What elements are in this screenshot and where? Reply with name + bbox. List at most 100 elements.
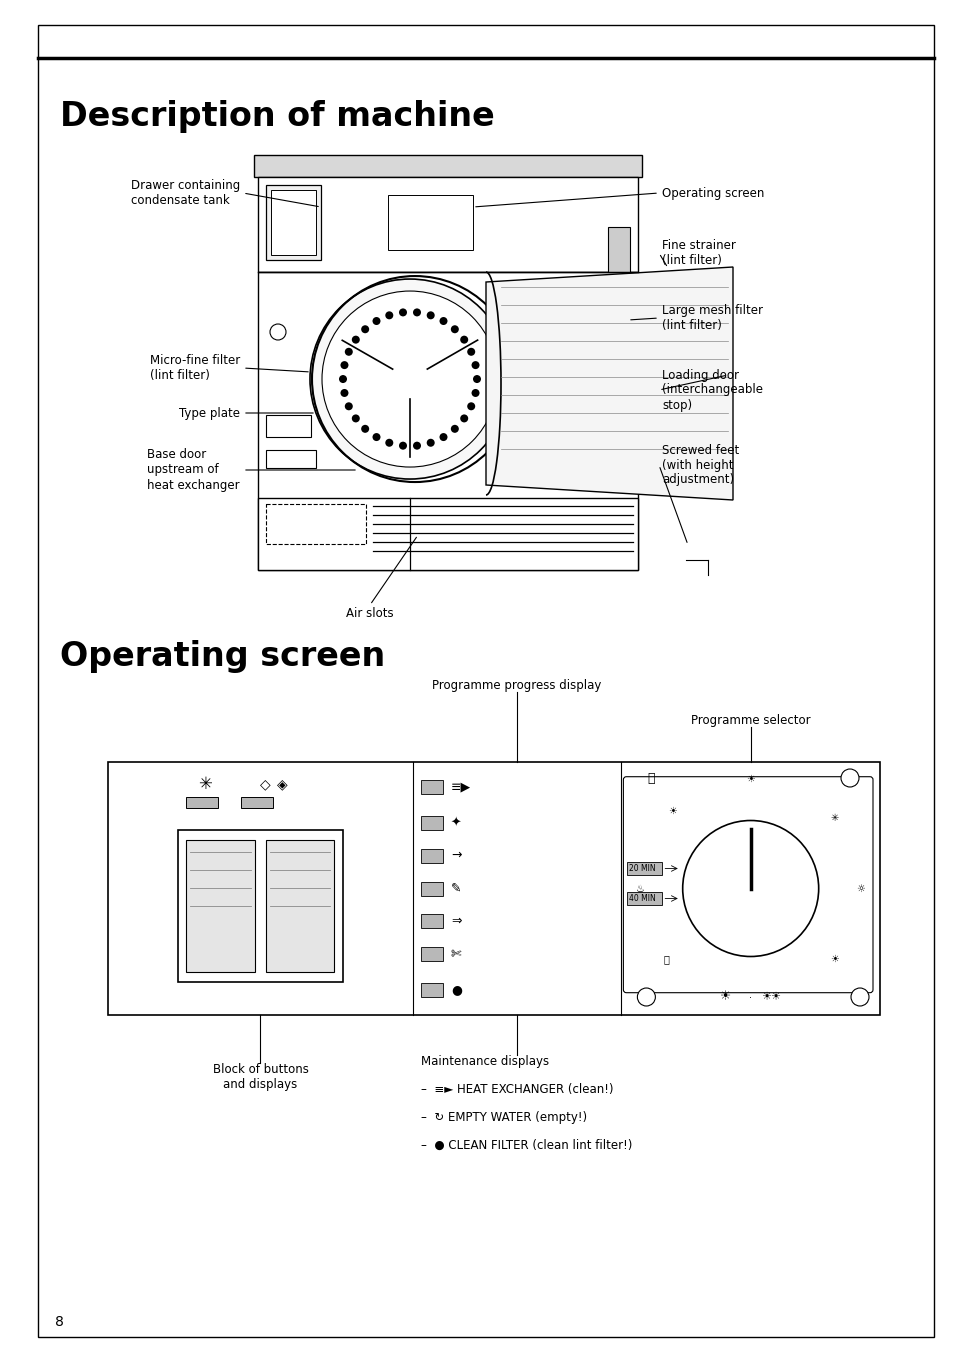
Circle shape xyxy=(459,335,468,343)
Text: Air slots: Air slots xyxy=(346,607,394,621)
Bar xyxy=(186,841,254,972)
Circle shape xyxy=(459,415,468,422)
Text: ◈: ◈ xyxy=(277,777,288,791)
Text: Operating screen: Operating screen xyxy=(661,187,763,200)
Circle shape xyxy=(682,821,818,956)
Text: Programme progress display: Programme progress display xyxy=(432,679,601,692)
Bar xyxy=(271,191,315,256)
Circle shape xyxy=(451,425,458,433)
Circle shape xyxy=(361,326,369,333)
Bar xyxy=(257,272,638,571)
Text: ✦: ✦ xyxy=(451,817,461,829)
Bar xyxy=(178,830,343,982)
Circle shape xyxy=(473,375,480,383)
Bar xyxy=(420,780,442,794)
Text: 40 MIN: 40 MIN xyxy=(629,894,656,903)
Text: ☀: ☀ xyxy=(745,773,754,784)
Text: –  ≡► HEAT EXCHANGER (clean!): – ≡► HEAT EXCHANGER (clean!) xyxy=(420,1083,613,1096)
Circle shape xyxy=(426,311,435,319)
Circle shape xyxy=(338,375,347,383)
Text: ☀: ☀ xyxy=(720,991,731,1003)
Text: Programme selector: Programme selector xyxy=(690,714,810,727)
Bar xyxy=(266,185,320,260)
Circle shape xyxy=(385,439,393,446)
Circle shape xyxy=(413,442,420,450)
Text: ✄: ✄ xyxy=(451,948,461,961)
Circle shape xyxy=(471,361,479,369)
Circle shape xyxy=(344,347,353,356)
Text: Type plate: Type plate xyxy=(179,407,240,419)
Circle shape xyxy=(439,433,447,441)
Bar xyxy=(627,861,661,875)
Text: Drawer containing
condensate tank: Drawer containing condensate tank xyxy=(131,178,240,207)
Polygon shape xyxy=(485,266,732,500)
Circle shape xyxy=(340,389,348,397)
Text: ◇: ◇ xyxy=(260,777,271,791)
Text: Fine strainer
(lint filter): Fine strainer (lint filter) xyxy=(661,239,735,266)
Bar xyxy=(108,763,879,1015)
Bar xyxy=(388,195,473,250)
Bar xyxy=(420,882,442,895)
Text: →: → xyxy=(451,849,461,863)
Text: Loading door
(interchangeable
stop): Loading door (interchangeable stop) xyxy=(661,369,762,411)
Bar xyxy=(420,983,442,996)
Circle shape xyxy=(841,769,858,787)
Text: 8: 8 xyxy=(55,1315,64,1329)
Circle shape xyxy=(398,442,407,450)
Circle shape xyxy=(270,324,286,339)
Circle shape xyxy=(372,316,380,324)
Text: ⇒: ⇒ xyxy=(451,915,461,927)
Text: Description of machine: Description of machine xyxy=(60,100,495,132)
Text: Screwed feet
(with height
adjustment): Screwed feet (with height adjustment) xyxy=(661,443,739,487)
Text: ✳: ✳ xyxy=(830,813,838,823)
Circle shape xyxy=(352,335,359,343)
Bar xyxy=(253,155,641,177)
Text: ☼: ☼ xyxy=(856,883,864,894)
Text: Block of buttons
and displays: Block of buttons and displays xyxy=(213,1063,308,1091)
Circle shape xyxy=(471,389,479,397)
Circle shape xyxy=(340,361,348,369)
Circle shape xyxy=(398,308,407,316)
Bar xyxy=(420,914,442,929)
Text: ☀☀: ☀☀ xyxy=(760,992,780,1002)
Text: ☀: ☀ xyxy=(830,955,839,964)
Circle shape xyxy=(637,988,655,1006)
Circle shape xyxy=(850,988,868,1006)
Bar xyxy=(420,815,442,830)
Circle shape xyxy=(451,326,458,333)
Text: ☀: ☀ xyxy=(668,806,677,815)
Circle shape xyxy=(413,308,420,316)
Bar xyxy=(420,948,442,961)
Circle shape xyxy=(467,347,475,356)
Circle shape xyxy=(467,403,475,410)
Text: ✳: ✳ xyxy=(198,775,213,794)
Text: –  ↻ EMPTY WATER (empty!): – ↻ EMPTY WATER (empty!) xyxy=(420,1111,586,1124)
Circle shape xyxy=(361,425,369,433)
Circle shape xyxy=(372,433,380,441)
Text: ♨: ♨ xyxy=(636,883,644,894)
Text: 20 MIN: 20 MIN xyxy=(629,864,656,873)
Text: ●: ● xyxy=(451,983,461,996)
Text: ·: · xyxy=(748,994,751,1003)
Bar xyxy=(186,796,218,808)
Circle shape xyxy=(344,403,353,410)
Text: Base door
upstream of
heat exchanger: Base door upstream of heat exchanger xyxy=(147,449,240,492)
Text: ⏱: ⏱ xyxy=(647,772,655,784)
Bar xyxy=(266,504,366,544)
Bar xyxy=(420,849,442,863)
Bar xyxy=(257,498,638,571)
Text: 💧: 💧 xyxy=(662,955,669,964)
Text: Operating screen: Operating screen xyxy=(60,639,385,673)
Circle shape xyxy=(439,316,447,324)
Bar xyxy=(266,841,335,972)
Text: Micro-fine filter
(lint filter): Micro-fine filter (lint filter) xyxy=(150,354,240,383)
Circle shape xyxy=(322,291,497,466)
FancyBboxPatch shape xyxy=(622,776,872,992)
Circle shape xyxy=(310,279,510,479)
Text: Large mesh filter
(lint filter): Large mesh filter (lint filter) xyxy=(661,304,762,333)
Circle shape xyxy=(352,415,359,422)
Text: ✎: ✎ xyxy=(451,882,461,895)
Text: –  ● CLEAN FILTER (clean lint filter!): – ● CLEAN FILTER (clean lint filter!) xyxy=(420,1138,632,1152)
Circle shape xyxy=(426,439,435,446)
Circle shape xyxy=(385,311,393,319)
